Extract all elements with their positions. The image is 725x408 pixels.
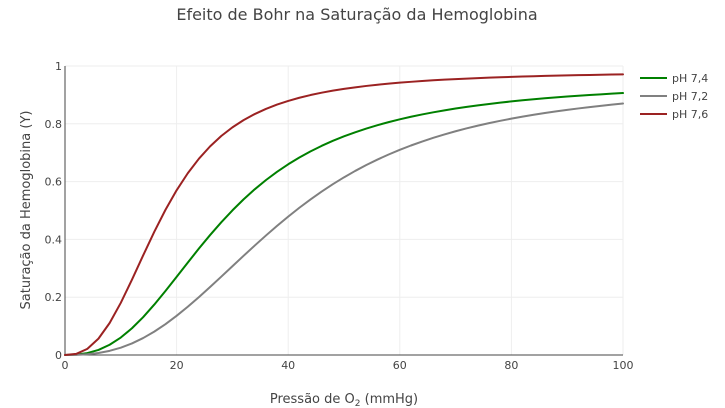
y-tick-label: 0.4 — [45, 233, 63, 246]
chart-title: Efeito de Bohr na Saturação da Hemoglobi… — [176, 5, 537, 24]
legend-item[interactable]: pH 7,4 — [640, 72, 708, 85]
series-line-0 — [64, 92, 624, 356]
legend-label: pH 7,2 — [672, 90, 708, 103]
series-line-1 — [64, 102, 624, 356]
x-tick-label: 20 — [170, 359, 184, 372]
legend: pH 7,4 pH 7,2 pH 7,6 — [640, 72, 708, 121]
series-lines — [64, 73, 624, 356]
y-tick-label: 0.2 — [45, 291, 63, 304]
legend-item[interactable]: pH 7,2 — [640, 90, 708, 103]
gridlines — [65, 65, 624, 355]
axes: 0 20 40 60 80 100 0 0.2 0.4 0.6 0.8 1 — [45, 60, 634, 372]
x-axis-label-suffix: (mmHg) — [360, 392, 418, 407]
y-tick-label: 0.8 — [45, 118, 63, 131]
x-tick-label: 80 — [504, 359, 518, 372]
legend-item[interactable]: pH 7,6 — [640, 108, 708, 121]
y-tick-label: 0.6 — [45, 176, 63, 189]
y-tick-label: 1 — [55, 60, 62, 73]
x-tick-label: 60 — [393, 359, 407, 372]
y-tick-label: 0 — [55, 349, 62, 362]
x-axis-label-subscript: 2 — [355, 399, 361, 408]
legend-label: pH 7,4 — [672, 72, 708, 85]
x-tick-label: 100 — [613, 359, 634, 372]
x-axis-label: Pressão de O2 (mmHg) — [270, 392, 418, 408]
x-axis-label-prefix: Pressão de O — [270, 392, 355, 407]
x-tick-label: 40 — [281, 359, 295, 372]
legend-label: pH 7,6 — [672, 108, 708, 121]
y-axis-label: Saturação da Hemoglobina (Y) — [19, 111, 34, 310]
series-line-2 — [64, 73, 624, 356]
x-tick-label: 0 — [62, 359, 69, 372]
